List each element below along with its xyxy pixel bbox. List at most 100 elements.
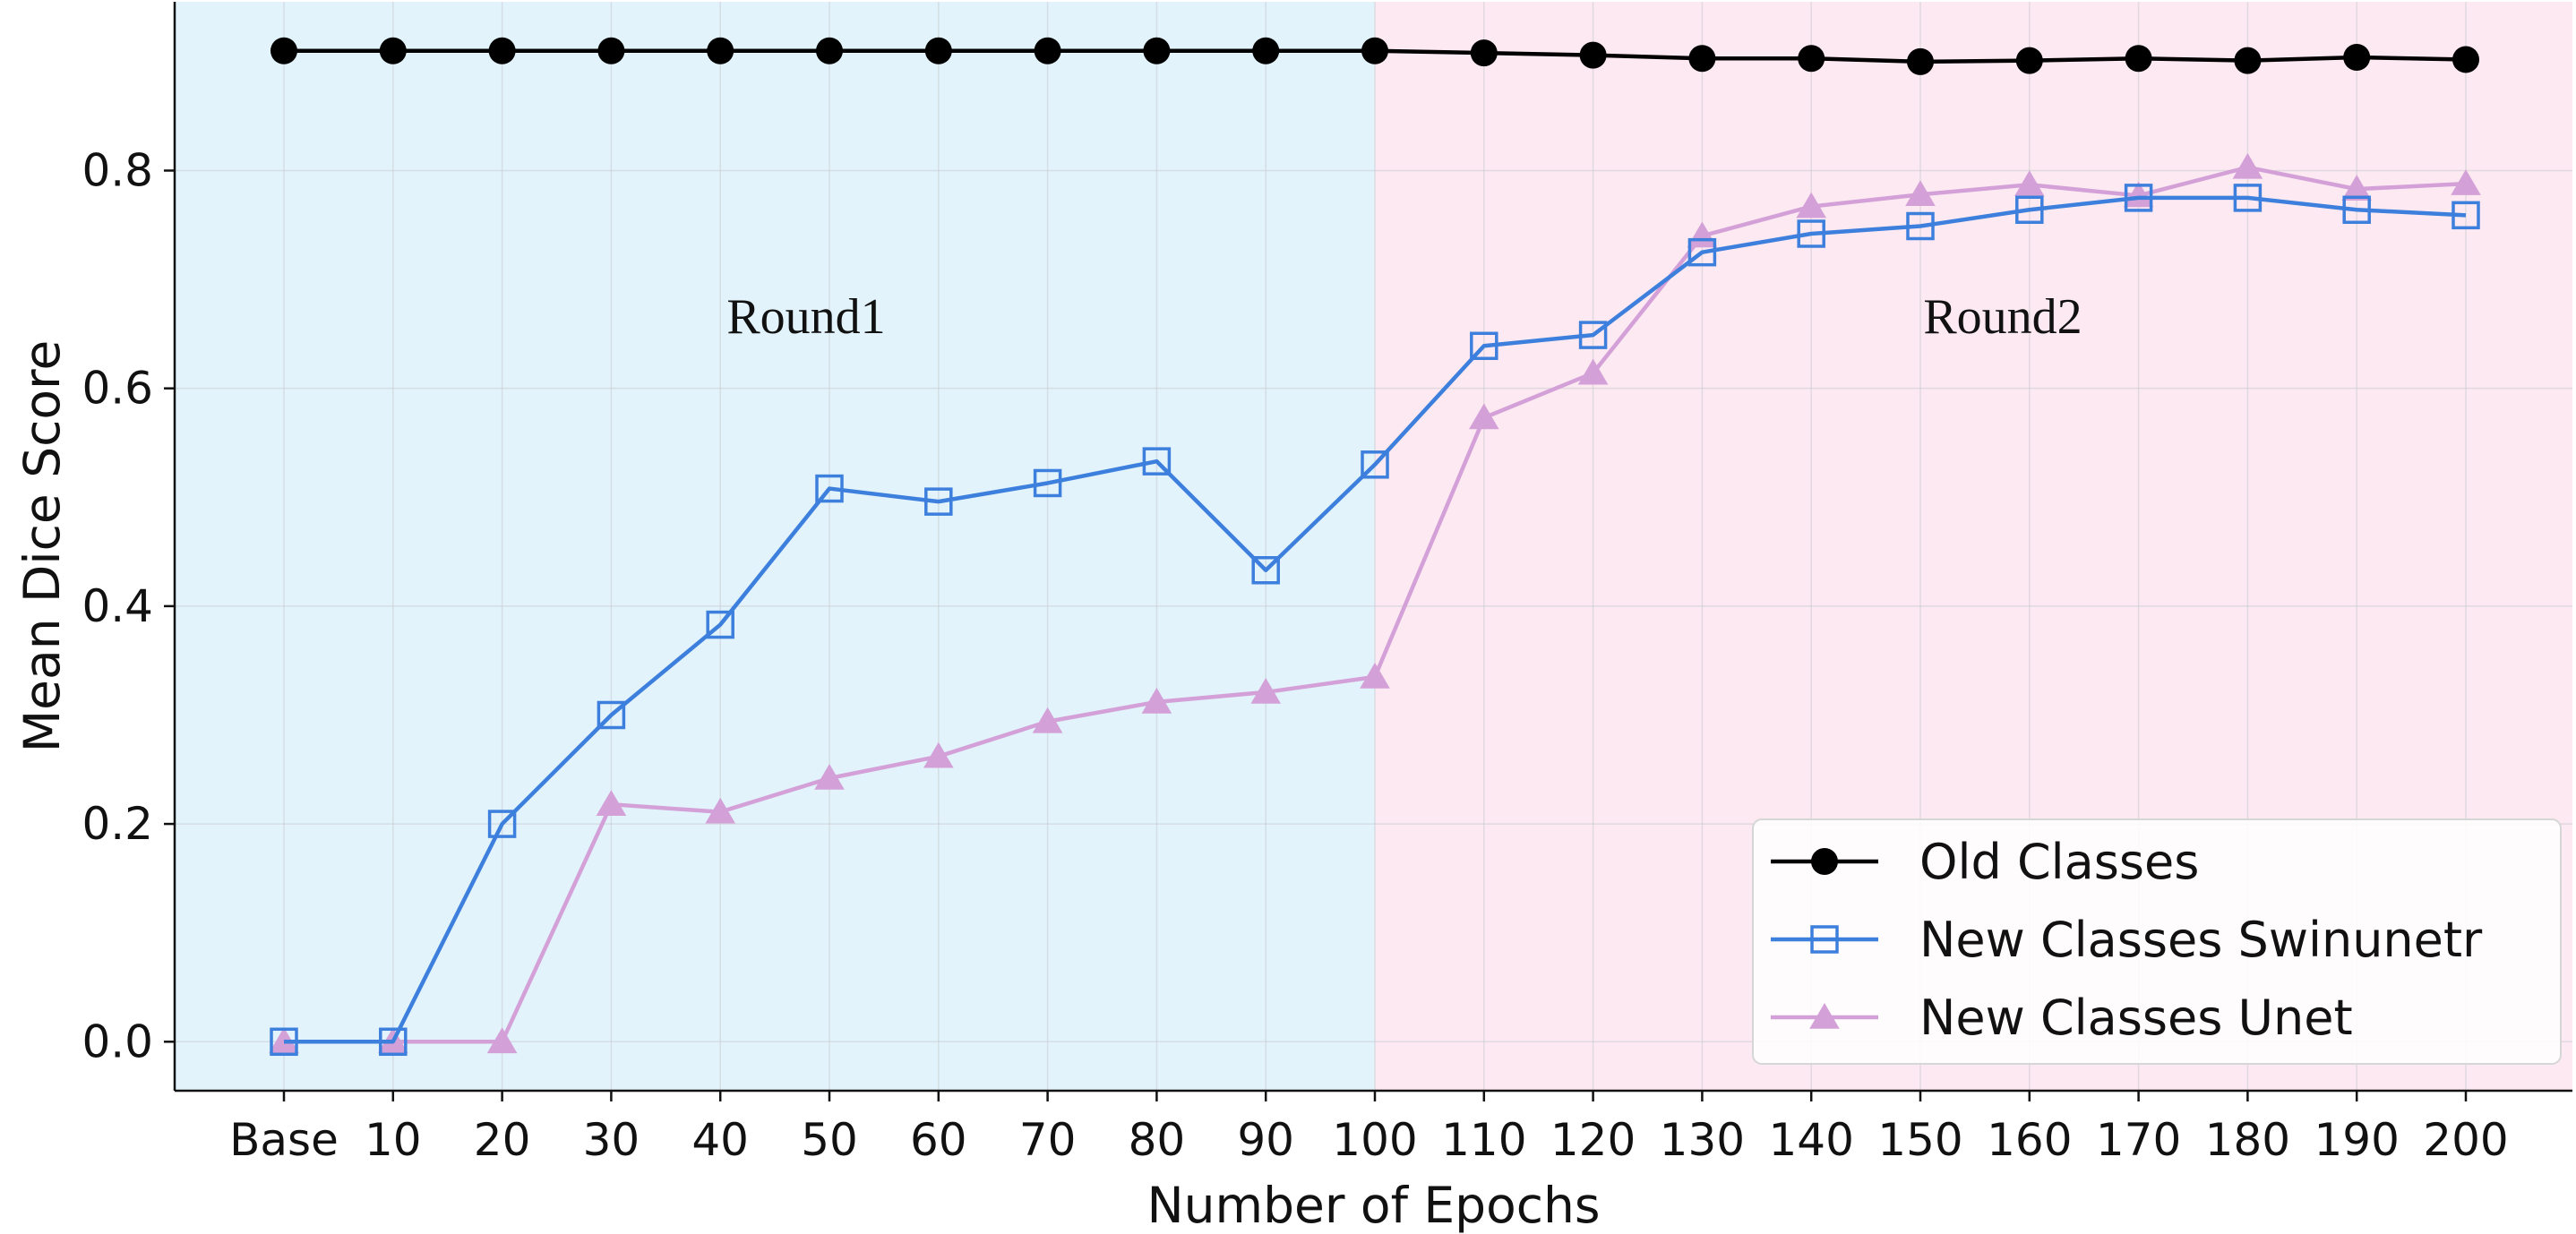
data-point-new-classes-unet xyxy=(1796,192,1826,219)
series-line-new-classes-swinunetr xyxy=(284,195,2467,1044)
x-tick-label: 80 xyxy=(1129,1114,1186,1166)
data-point-old-classes xyxy=(816,37,843,64)
region-label-round1: Round1 xyxy=(726,289,885,345)
region-label-round2: Round2 xyxy=(1923,289,2082,345)
data-point-old-classes xyxy=(2452,46,2479,73)
data-point-new-classes-unet xyxy=(1577,358,1609,385)
x-tick-label: 40 xyxy=(691,1114,749,1166)
data-point-new-classes-swinunetr xyxy=(379,1027,408,1057)
data-point-new-classes-unet xyxy=(923,741,954,768)
data-point-new-classes-swinunetr xyxy=(270,1027,298,1057)
x-tick-label: 140 xyxy=(1768,1114,1853,1166)
data-point-new-classes-unet xyxy=(1469,403,1499,430)
data-point-new-classes-unet xyxy=(596,790,627,816)
data-point-new-classes-unet xyxy=(705,797,735,824)
data-point-old-classes xyxy=(1361,37,1388,64)
legend-item-old-classes: Old Classes xyxy=(1771,834,2199,890)
data-point-old-classes xyxy=(2343,44,2371,72)
legend-marker-square-icon xyxy=(1810,925,1839,954)
data-point-new-classes-swinunetr xyxy=(1361,450,1389,479)
legend-box xyxy=(1752,818,2562,1065)
data-point-new-classes-unet xyxy=(1032,707,1063,733)
data-point-old-classes xyxy=(597,37,625,64)
data-point-new-classes-unet xyxy=(1141,687,1172,714)
data-point-new-classes-unet xyxy=(814,764,845,790)
data-point-new-classes-unet xyxy=(486,1027,518,1054)
series-old-classes xyxy=(270,37,2479,75)
data-point-new-classes-swinunetr xyxy=(597,700,626,730)
region-labels: Round1 Round2 xyxy=(726,289,2082,345)
x-tick-label: Base xyxy=(229,1114,339,1166)
y-tick-label: 0.0 xyxy=(82,1015,153,1067)
x-tick-label: 90 xyxy=(1237,1114,1294,1166)
data-point-new-classes-swinunetr xyxy=(2451,201,2480,230)
x-tick-label: 190 xyxy=(2314,1114,2399,1166)
y-tick-label: 0.4 xyxy=(82,580,153,632)
y-tick-label: 0.6 xyxy=(82,363,153,415)
data-point-old-classes xyxy=(379,37,407,64)
data-point-new-classes-swinunetr xyxy=(1251,556,1280,585)
data-point-new-classes-unet xyxy=(2451,169,2481,195)
data-point-old-classes xyxy=(924,37,952,64)
data-point-old-classes xyxy=(1034,37,1061,64)
background-regions xyxy=(175,2,2572,1091)
data-point-old-classes xyxy=(488,37,516,64)
data-point-old-classes xyxy=(1579,41,1607,69)
data-point-new-classes-swinunetr xyxy=(1578,321,1608,349)
data-point-new-classes-swinunetr xyxy=(815,474,844,503)
x-tick-label: 60 xyxy=(910,1114,967,1166)
x-tick-label: 130 xyxy=(1660,1114,1745,1166)
x-tick-label: 20 xyxy=(474,1114,531,1166)
data-point-new-classes-unet xyxy=(2341,175,2372,201)
data-point-old-classes xyxy=(2125,45,2152,73)
data-point-old-classes xyxy=(1798,45,1825,73)
legend: Old Classes New Classes Swinunetr New Clas… xyxy=(1752,818,2562,1065)
series-new-classes-swinunetr xyxy=(270,184,2480,1057)
data-point-new-classes-swinunetr xyxy=(1142,447,1172,476)
data-point-old-classes xyxy=(1907,47,1934,75)
x-tick-label: 180 xyxy=(2205,1114,2290,1166)
data-point-old-classes xyxy=(270,37,297,64)
data-point-new-classes-unet xyxy=(2014,170,2045,197)
data-point-new-classes-swinunetr xyxy=(706,610,734,639)
legend-label: New Classes Swinunetr xyxy=(1919,912,2483,968)
x-tick-label: 110 xyxy=(1441,1114,1526,1166)
data-point-old-classes xyxy=(1470,39,1498,67)
x-tick-label: 170 xyxy=(2096,1114,2181,1166)
series-layer xyxy=(269,37,2481,1057)
legend-marker-triangle-icon xyxy=(1809,1003,1840,1029)
tick-labels: Base 10 20 30 40 50 60 70 80 90 100 110 120 130 140 150… xyxy=(82,144,2508,1166)
data-point-new-classes-swinunetr xyxy=(2124,184,2153,212)
legend-marker-circle-icon xyxy=(1811,848,1838,875)
y-axis-label: Mean Dice Score xyxy=(13,340,71,753)
x-tick-label: 30 xyxy=(583,1114,640,1166)
data-point-new-classes-unet xyxy=(1360,662,1390,689)
x-tick-label: 70 xyxy=(1019,1114,1077,1166)
x-tick-label: 160 xyxy=(1987,1114,2072,1166)
data-point-old-classes xyxy=(1143,37,1171,64)
legend-item-new-classes-swinunetr: New Classes Swinunetr xyxy=(1771,912,2483,968)
x-axis-label: Number of Epochs xyxy=(1147,1177,1601,1234)
data-point-new-classes-swinunetr xyxy=(1687,237,1717,267)
x-tick-label: 50 xyxy=(801,1114,858,1166)
data-point-new-classes-unet xyxy=(1905,180,1936,207)
data-point-new-classes-unet xyxy=(1250,677,1281,704)
legend-label: Old Classes xyxy=(1919,834,2199,890)
x-tick-label: 100 xyxy=(1332,1114,1417,1166)
data-point-new-classes-swinunetr xyxy=(487,810,517,838)
data-point-new-classes-swinunetr xyxy=(1033,468,1062,498)
axes xyxy=(173,2,2572,1093)
data-point-new-classes-swinunetr xyxy=(1797,219,1825,248)
data-point-old-classes xyxy=(1252,37,1280,64)
data-point-old-classes xyxy=(1688,45,1716,73)
y-tick-label: 0.2 xyxy=(82,798,153,850)
data-point-new-classes-swinunetr xyxy=(2342,195,2371,225)
x-tick-label: 200 xyxy=(2423,1114,2508,1166)
data-point-new-classes-swinunetr xyxy=(924,487,953,516)
legend-label: New Classes Unet xyxy=(1919,990,2353,1046)
data-point-new-classes-swinunetr xyxy=(2015,195,2044,225)
data-point-new-classes-swinunetr xyxy=(1906,211,1935,241)
x-tick-label: 120 xyxy=(1550,1114,1636,1166)
data-point-new-classes-swinunetr xyxy=(1470,331,1498,361)
